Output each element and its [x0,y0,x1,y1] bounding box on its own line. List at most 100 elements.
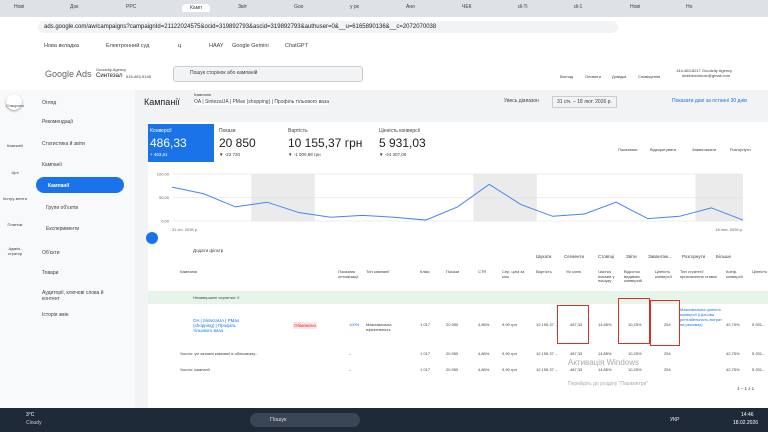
column-header[interactable]: Частка показів у пошуку [598,269,615,283]
nav-item[interactable]: Аудиторії, ключові слова й контент [42,290,104,302]
nav-item[interactable]: Кампанії [48,183,70,189]
tab[interactable]: у рк [350,4,359,10]
date-range[interactable]: 31 січ. – 18 лют. 2026 р. [552,96,617,108]
column-header[interactable]: Тип кампанії [366,269,390,274]
tab[interactable]: Камп [182,4,210,12]
header-action[interactable]: Сповіщення [638,74,661,79]
column-header[interactable]: Коеф. конверсії [726,269,743,279]
cell: 254 [664,367,671,372]
tab[interactable]: Звіт [238,4,248,10]
nav-item[interactable]: Історія змін [42,312,69,318]
bookmark[interactable]: Google Gemini [232,43,269,49]
panel [148,122,768,408]
bookmark[interactable]: ц [178,43,182,49]
header-action[interactable]: Оновити [585,74,601,79]
header-action[interactable]: Довідка [612,74,627,79]
rail-item[interactable]: Платежі [7,222,23,227]
toolbar-button[interactable]: Розгорнути [682,254,706,259]
metric-card-selected[interactable] [148,124,214,162]
x-tick-label: 31 січ. 2026 р. [172,227,198,232]
column-header[interactable]: Сер. ціна за клік [502,269,525,279]
tab[interactable]: Goo [294,4,304,10]
toolbar-button[interactable]: Додати фільтр [193,248,224,253]
url[interactable]: ads.google.com/aw/campaigns?campaignId=2… [44,24,437,30]
rail-item[interactable]: Адміні-стратор [7,246,23,256]
tab[interactable]: di-1 [574,4,583,10]
link[interactable]: Показати дані за останні 30 днів [672,98,747,104]
metric-name[interactable]: Вартість [288,128,308,134]
toolbar-button[interactable]: Звіти [626,254,637,259]
metric-delta: ▼ -22 720 [219,152,240,157]
cell: 4,86% [478,322,490,327]
toolbar-button[interactable]: Шукати [536,254,552,259]
nav-item[interactable]: Об'єкти [42,250,60,256]
metric-action[interactable]: Відкоригувати [650,147,677,152]
nav-item[interactable]: Товари [42,270,59,276]
tab[interactable]: PPC [126,4,137,10]
nav [30,90,135,408]
page-title: Кампанії [144,97,180,107]
nav-selected[interactable] [36,177,124,193]
column-header[interactable]: Цінність [752,269,768,274]
toolbar-button[interactable]: Сегменти [564,254,585,259]
add-button[interactable] [146,232,158,244]
address-bar[interactable] [38,21,618,33]
cell: 487,33 [570,322,583,327]
bookmark[interactable]: Електронний суд [106,43,150,49]
metric-action[interactable]: Завантажити [692,147,717,152]
highlight [650,300,680,346]
search-placeholder[interactable]: Пошук сторінок або кампаній [190,70,258,76]
column-header[interactable]: Показник оптимізації [338,269,359,279]
label: 18.02.2026 [733,420,759,426]
column-header[interactable]: Відсоток видимих конверсій [624,269,642,283]
nav-item[interactable]: Огляд [42,100,57,106]
column-header[interactable]: Кампанія [180,269,197,274]
ads-header [0,50,768,91]
nav-item[interactable]: Групи об'єктів [46,205,78,211]
tab[interactable]: di-Ti [518,4,528,10]
tab[interactable]: Ho [686,4,693,10]
column-header[interactable]: Цінність конверсії [655,269,672,279]
toolbar-button[interactable]: Завантаж... [648,254,672,259]
tab[interactable]: Нові [14,4,25,10]
header-action[interactable]: Вигляд [560,74,574,79]
column-header[interactable]: Вартість [536,269,552,274]
rail-item[interactable]: Створити [6,103,24,108]
column-header[interactable]: Тип стратегії призначення ставок [680,269,717,279]
column-header[interactable]: Кліки [420,269,430,274]
tab[interactable]: Нові [630,4,641,10]
metric-name[interactable]: Цінність конверсії [379,128,421,134]
tab[interactable]: Ано [406,4,415,10]
taskbar-search-text[interactable]: Пошук [270,417,287,423]
bookmark[interactable]: Нова вкладка [44,43,79,49]
nav-item[interactable]: Рекомендації [42,119,73,125]
rail-item[interactable]: Інстру-менти [3,196,27,201]
toolbar-button[interactable]: Більше [716,254,732,259]
tab[interactable]: Док [70,4,79,10]
total-label: Усього: кампанії [180,367,210,372]
label: 144-463-8217 Goodcity Agency [676,68,733,73]
search-box[interactable] [173,66,363,82]
nav-item[interactable]: Експерименти [46,226,80,232]
tab[interactable]: ЧЕК [462,4,472,10]
metric-name[interactable]: Покази [219,128,236,134]
column-header[interactable]: Покази [446,269,460,274]
nav-item[interactable]: Статистика й звіти [42,141,85,147]
taskbar-search[interactable] [250,413,360,427]
bookmark[interactable]: HAAY [209,43,224,49]
column-header[interactable]: CTR [478,269,487,274]
create-button[interactable] [6,94,22,110]
metric-action[interactable]: Показники [618,147,638,152]
metric-name[interactable]: Конверсії [150,128,172,134]
nav-item[interactable]: Кампанії [42,162,62,168]
rail-item[interactable]: Цілі [11,170,19,175]
rail-item[interactable]: Кампанії [7,143,23,148]
metric-action[interactable]: Розгорнути [730,147,751,152]
toolbar-button[interactable]: Стовпці [598,254,615,259]
campaign-link[interactable]: OA | SintezaUA | PMax (shopping) | Профі… [193,318,240,333]
cell: 42,75% [726,351,740,356]
bookmark[interactable]: ChatGPT [285,43,308,49]
column-header[interactable]: Усі конв. [566,269,582,274]
label: УКР [670,417,680,423]
